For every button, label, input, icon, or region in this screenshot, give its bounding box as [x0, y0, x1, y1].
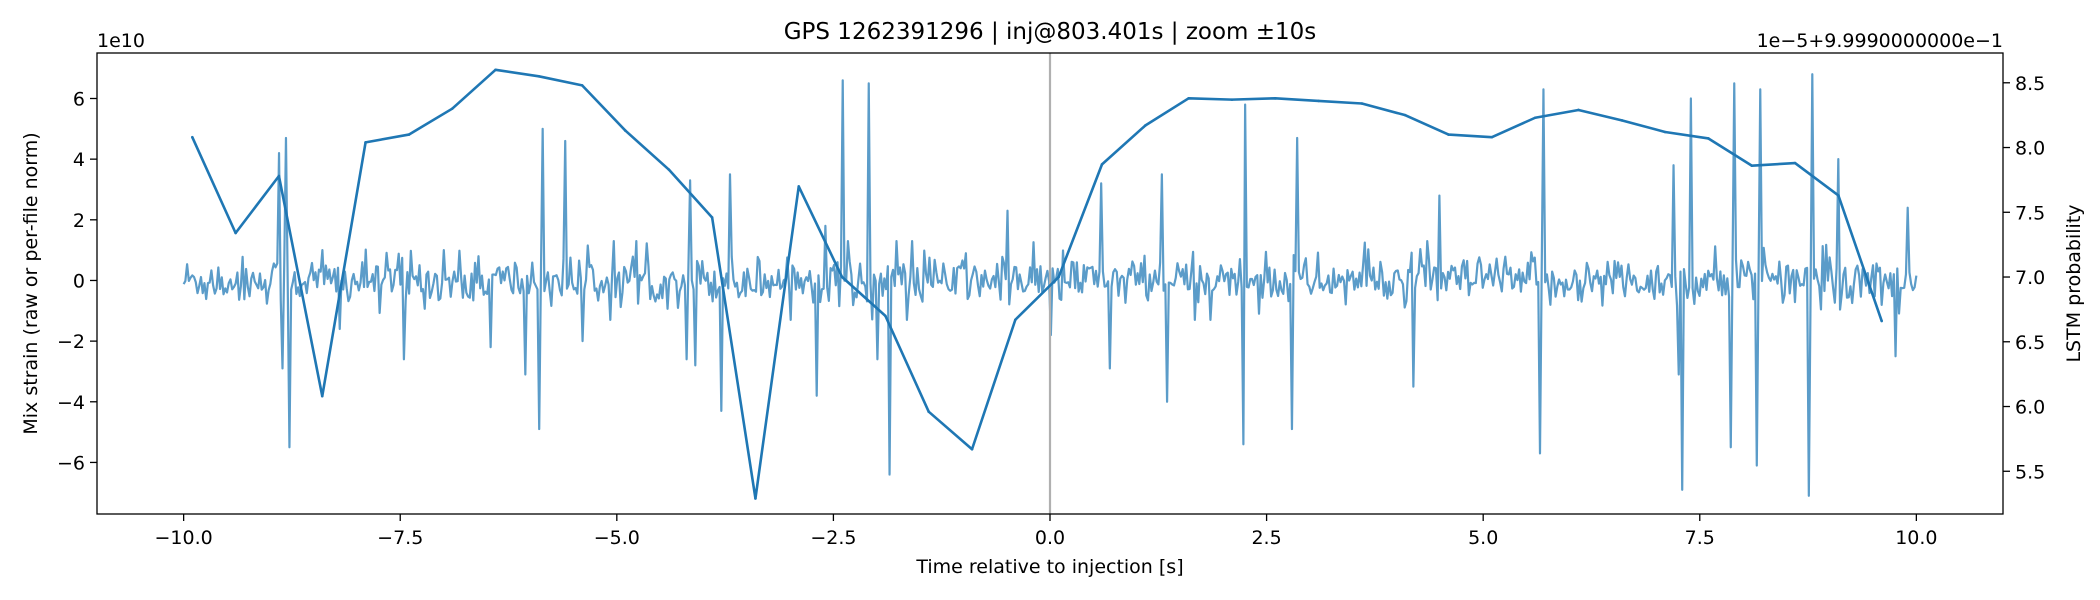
lstm-probability-point	[1187, 97, 1190, 100]
lstm-probability-point	[1230, 98, 1234, 101]
lstm-probability-point	[667, 168, 671, 171]
lstm-probability-point	[1403, 113, 1407, 117]
lstm-probability-point	[1533, 116, 1537, 120]
y-left-tick-label: −6	[57, 452, 85, 474]
lstm-probability-point	[1577, 108, 1580, 112]
lstm-probability-point	[927, 410, 931, 413]
y-right-tick-label: 8.5	[2015, 73, 2045, 95]
x-tick-label: −7.5	[377, 527, 423, 549]
y-right-tick-label: 7.5	[2015, 202, 2045, 224]
y-axis-left: −6 −4 −2 0 2 4 6	[57, 88, 97, 474]
lstm-probability-point	[450, 107, 454, 110]
lstm-probability-point	[537, 75, 541, 78]
lstm-probability-point	[624, 129, 627, 132]
y-left-tick-label: −4	[57, 392, 85, 414]
lstm-probability-point	[1273, 97, 1277, 100]
plot-frame	[96, 52, 2004, 515]
lstm-probability-point	[1880, 319, 1884, 323]
lstm-probability-point	[277, 174, 281, 178]
lstm-probability-point	[710, 216, 714, 219]
lstm-probability-point	[1793, 161, 1797, 165]
lstm-probability-point	[1100, 163, 1104, 166]
x-tick-label: 0.0	[1035, 527, 1065, 549]
x-tick-label: −2.5	[810, 527, 856, 549]
lstm-probability-point	[884, 314, 887, 318]
lstm-probability-point	[494, 68, 497, 72]
chart-title: GPS 1262391296 | inj@803.401s | zoom ±10…	[784, 19, 1317, 45]
lstm-probability-point	[191, 135, 194, 139]
lstm-probability-point	[1707, 137, 1710, 140]
y-left-tick-label: 2	[73, 210, 85, 232]
lstm-probability-point	[1014, 318, 1017, 322]
y-left-tick-label: −2	[57, 331, 85, 353]
lstm-probability-point	[1837, 194, 1840, 197]
lstm-probability-point	[1057, 275, 1060, 279]
y-axis-left-label: Mix strain (raw or per-file norm)	[20, 132, 42, 434]
y-axis-right-label: LSTM probability	[2063, 204, 2085, 362]
lstm-probability-point	[1360, 102, 1364, 105]
lstm-probability-point	[1490, 135, 1494, 139]
lstm-probability-point	[1663, 130, 1667, 134]
lstm-probability-point	[407, 133, 411, 136]
lstm-probability-series-line	[191, 68, 1883, 500]
y-right-tick-label: 5.5	[2015, 461, 2045, 483]
y-right-tick-label: 8.0	[2015, 138, 2045, 160]
x-tick-label: 2.5	[1251, 527, 1281, 549]
x-tick-label: 7.5	[1685, 527, 1715, 549]
x-tick-label: −5.0	[594, 527, 640, 549]
x-tick-label: 10.0	[1895, 527, 1937, 549]
y-axis-right: 5.5 6.0 6.5 7.0 7.5 8.0 8.5	[2003, 73, 2045, 483]
lstm-probability-point	[840, 275, 844, 279]
lstm-probability-point	[1144, 124, 1147, 127]
y-left-tick-label: 6	[73, 88, 85, 110]
right-axis-offset-text: 1e−5+9.9990000000e−1	[1757, 30, 2003, 52]
lstm-probability-point	[1317, 99, 1320, 103]
lstm-probability-point	[754, 497, 757, 500]
lstm-probability-point	[234, 231, 237, 235]
y-right-tick-label: 7.0	[2015, 267, 2045, 289]
lstm-probability-point	[1620, 119, 1624, 122]
lstm-probability-point	[1750, 164, 1754, 167]
x-axis-label: Time relative to injection [s]	[915, 556, 1183, 578]
x-tick-label: 5.0	[1468, 527, 1498, 549]
plot-area	[182, 53, 1918, 514]
lstm-probability-point	[320, 394, 324, 398]
y-right-tick-label: 6.0	[2015, 397, 2045, 419]
y-left-tick-label: 4	[73, 149, 85, 171]
left-axis-offset-text: 1e10	[97, 30, 145, 52]
lstm-probability-point	[797, 185, 801, 188]
x-axis: −10.0 −7.5 −5.0 −2.5 0.0 2.5 5.0 7.5 10.0	[155, 514, 1938, 549]
lstm-probability-point	[580, 84, 584, 87]
lstm-probability-point	[364, 141, 367, 144]
lstm-probability-point	[970, 447, 974, 451]
lstm-probability-point	[1447, 133, 1450, 136]
x-tick-label: −10.0	[155, 527, 213, 549]
y-left-tick-label: 0	[73, 270, 85, 292]
y-right-tick-label: 6.5	[2015, 332, 2045, 354]
